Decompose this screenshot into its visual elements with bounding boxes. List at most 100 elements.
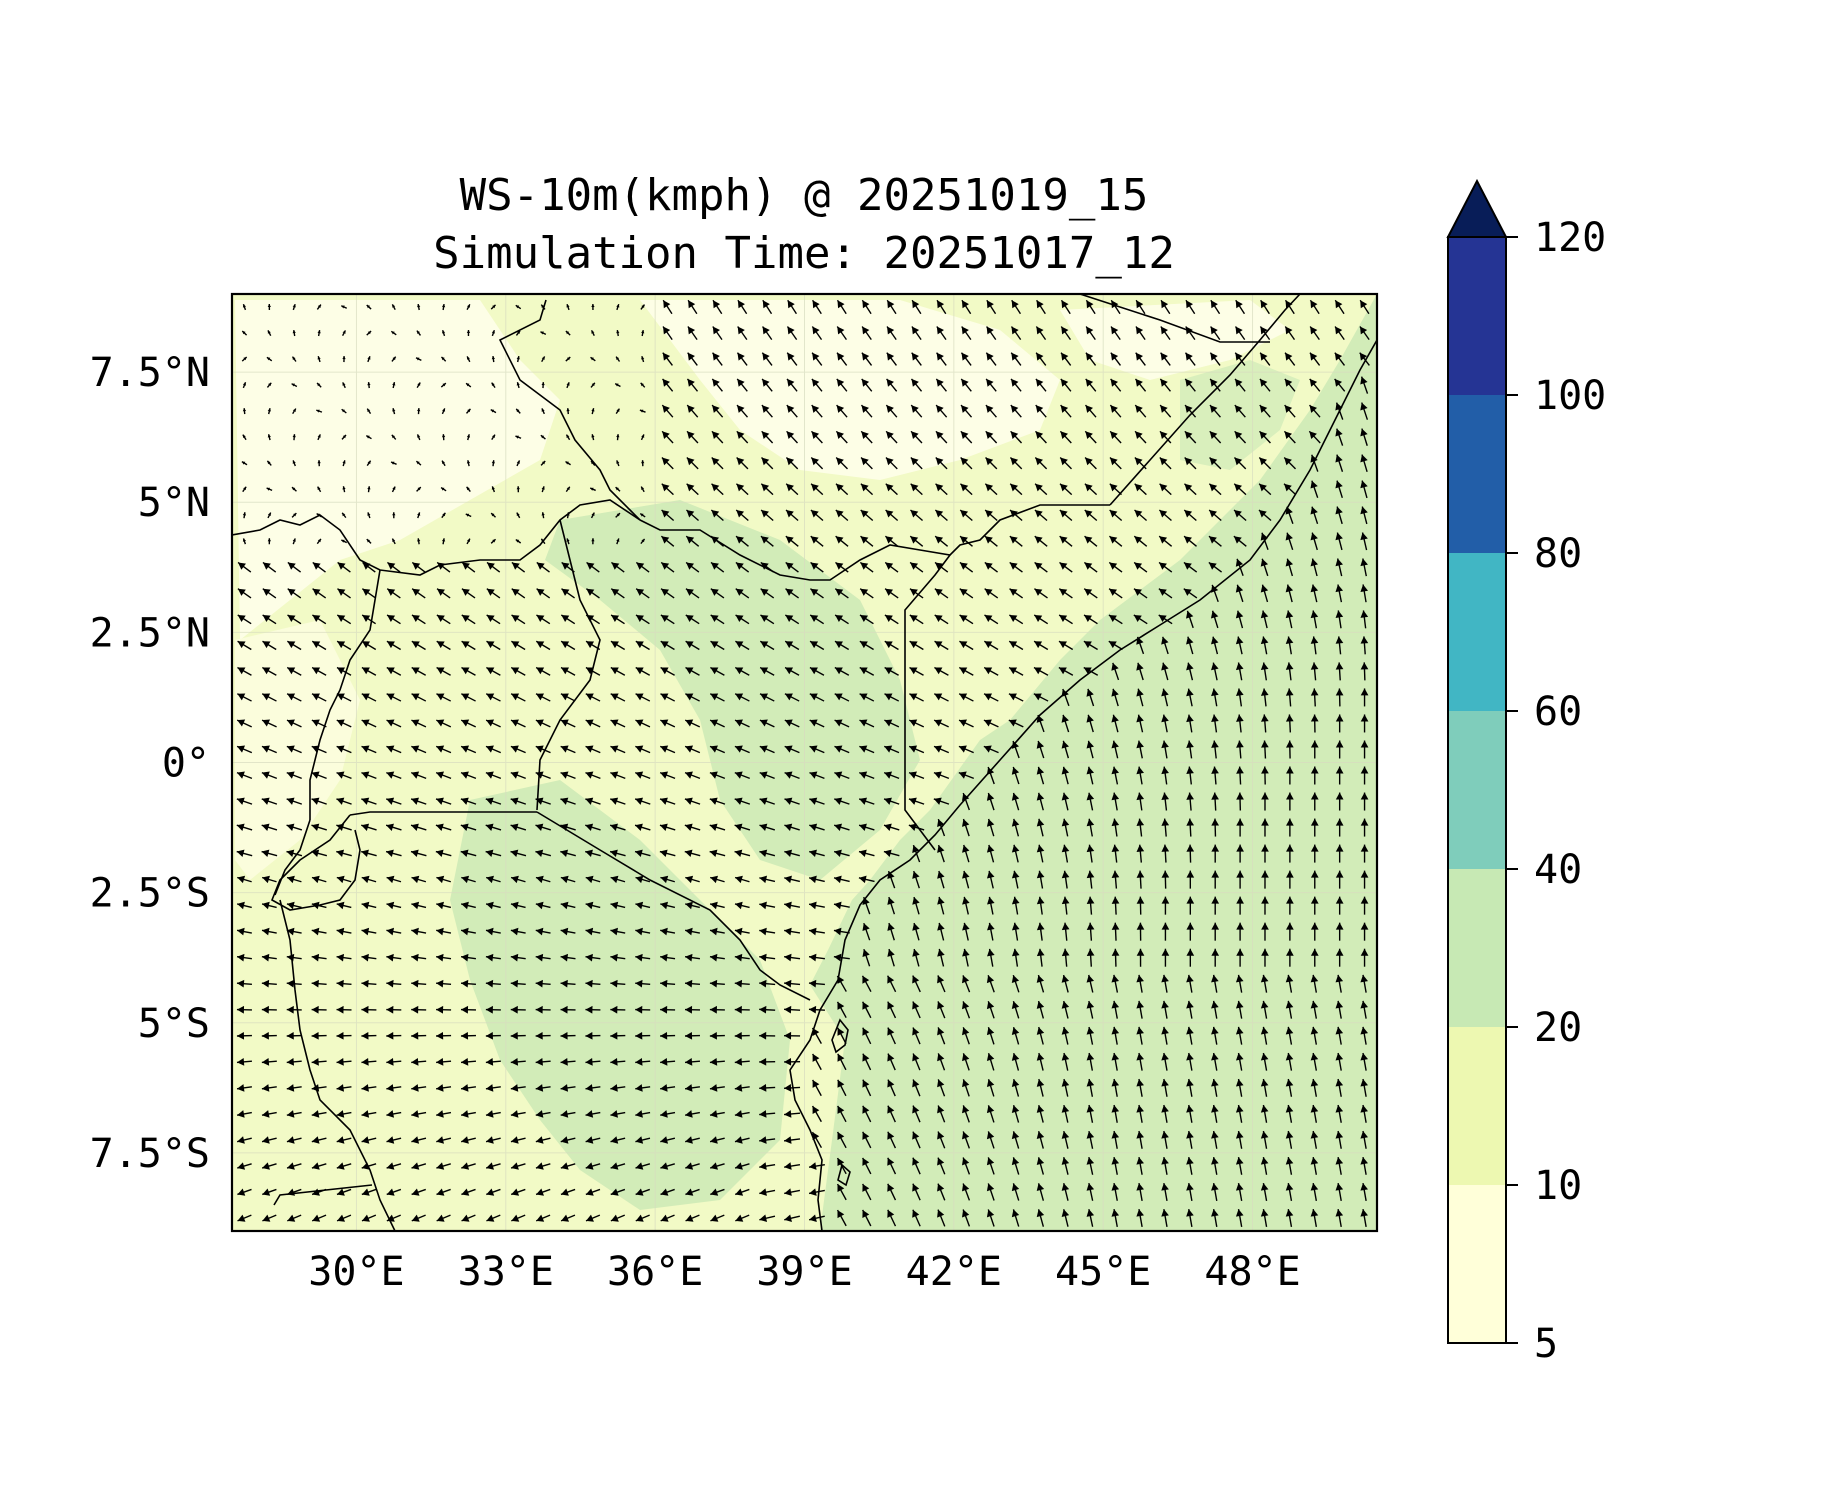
wind-arrow — [759, 979, 776, 988]
wind-arrow — [784, 1136, 801, 1144]
wind-arrow — [809, 771, 825, 780]
wind-arrow — [785, 588, 800, 599]
wind-arrow — [590, 460, 596, 466]
wind-arrow — [959, 561, 974, 573]
lat-tick-label: 7.5°N — [90, 350, 210, 396]
wind-arrow — [1260, 558, 1269, 577]
wind-arrow — [1260, 610, 1269, 629]
wind-arrow — [1236, 792, 1244, 811]
wind-arrow — [835, 561, 849, 573]
wind-arrow — [937, 844, 945, 863]
wind-arrow — [635, 1058, 651, 1066]
wind-arrow — [1061, 740, 1070, 759]
wind-arrow — [808, 1005, 825, 1014]
wind-arrow — [236, 1084, 252, 1092]
wind-arrow — [1285, 1000, 1294, 1019]
wind-arrow — [316, 304, 322, 310]
wind-arrow — [1059, 509, 1073, 522]
wind-arrow — [616, 329, 620, 337]
wind-arrow — [1111, 740, 1119, 759]
wind-arrow — [585, 823, 601, 831]
wind-arrow — [860, 535, 874, 547]
wind-arrow — [490, 409, 497, 414]
wind-arrow — [1209, 378, 1221, 392]
wind-arrow — [912, 1105, 921, 1123]
wind-arrow — [336, 1058, 352, 1066]
wind-arrow — [959, 614, 974, 625]
wind-arrow — [560, 719, 576, 728]
wind-arrow — [1284, 404, 1296, 418]
wind-arrow — [836, 1131, 847, 1149]
wind-arrow — [1310, 714, 1319, 733]
wind-arrow — [1209, 430, 1222, 444]
wind-arrow — [1061, 896, 1070, 915]
wind-arrow — [837, 1105, 847, 1123]
wind-arrow — [237, 1214, 252, 1222]
wind-arrow — [460, 979, 476, 988]
wind-arrow — [660, 588, 675, 599]
wind-arrow — [341, 512, 347, 519]
wind-arrow — [410, 797, 427, 805]
wind-arrow — [1236, 870, 1244, 889]
wind-arrow — [312, 561, 326, 573]
wind-arrow — [961, 1183, 971, 1201]
wind-arrow — [1359, 352, 1370, 366]
wind-arrow — [337, 561, 351, 573]
wind-arrow — [342, 356, 346, 363]
wind-arrow — [241, 461, 248, 466]
wind-arrow — [1360, 610, 1369, 629]
wind-arrow — [986, 818, 995, 837]
wind-arrow — [1011, 1026, 1020, 1045]
wind-arrow — [634, 823, 651, 831]
wind-arrow — [1310, 558, 1318, 577]
wind-arrow — [560, 771, 576, 780]
wind-arrow — [1309, 378, 1321, 392]
wind-arrow — [1036, 740, 1045, 759]
wind-arrow — [912, 1027, 921, 1045]
wind-arrow — [1111, 1026, 1120, 1045]
wind-arrow — [784, 953, 801, 962]
wind-arrow — [237, 1162, 252, 1170]
wind-arrow — [935, 404, 948, 418]
wind-arrow — [709, 719, 725, 728]
wind-arrow — [616, 460, 620, 467]
wind-arrow — [986, 1079, 995, 1097]
wind-arrow — [1285, 1130, 1294, 1149]
wind-arrow — [590, 356, 596, 362]
wind-arrow — [441, 512, 446, 519]
wind-arrow — [685, 1214, 700, 1222]
wind-arrow — [535, 1058, 551, 1066]
wind-arrow — [640, 538, 646, 545]
wind-arrow — [784, 1084, 801, 1092]
wind-arrow — [311, 823, 327, 831]
wind-arrow — [1261, 870, 1269, 889]
wind-arrow — [410, 823, 427, 831]
wind-arrow — [1133, 535, 1148, 547]
wind-arrow — [859, 640, 874, 651]
wind-arrow — [710, 1188, 725, 1196]
wind-arrow — [510, 1031, 526, 1040]
wind-arrow — [391, 538, 396, 545]
wind-arrow — [862, 1079, 872, 1097]
wind-arrow — [535, 1005, 551, 1014]
wind-arrow — [836, 1001, 847, 1018]
wind-arrow — [1310, 1209, 1319, 1227]
wind-arrow — [610, 979, 626, 988]
wind-arrow — [441, 460, 446, 467]
wind-arrow — [887, 1131, 897, 1149]
wind-arrow — [261, 1110, 277, 1118]
wind-arrow — [236, 901, 252, 910]
wind-arrow — [660, 1214, 675, 1222]
wind-arrow — [342, 382, 346, 389]
wind-arrow — [336, 745, 352, 754]
wind-arrow — [236, 823, 253, 831]
wind-arrow — [1261, 792, 1269, 811]
wind-arrow — [486, 614, 501, 625]
wind-arrow — [659, 797, 676, 805]
wind-arrow — [862, 1105, 872, 1123]
wind-arrow — [685, 666, 700, 676]
wind-arrow — [712, 326, 723, 340]
wind-arrow — [1161, 948, 1170, 967]
wind-arrow — [1285, 584, 1294, 603]
wind-arrow — [1360, 1000, 1368, 1019]
